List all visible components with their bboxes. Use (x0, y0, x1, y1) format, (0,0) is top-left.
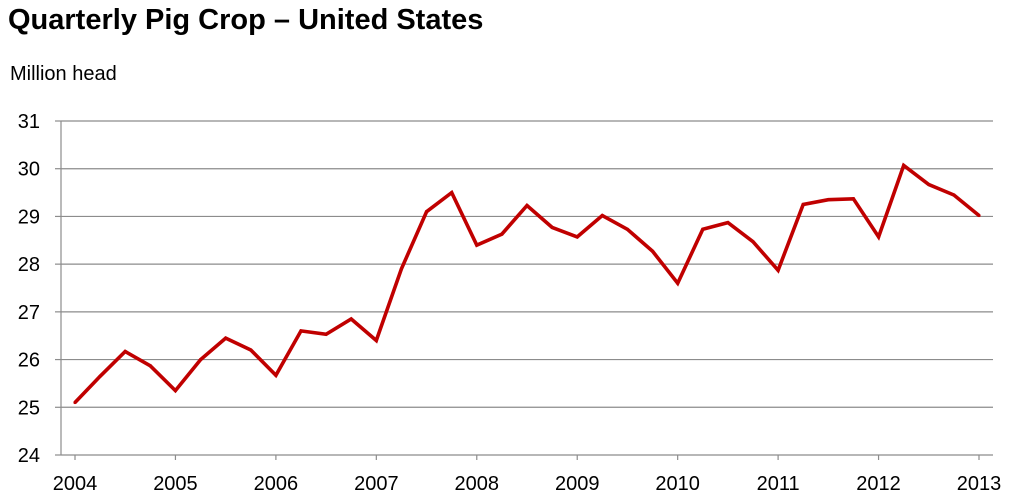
x-tick-label: 2009 (555, 473, 600, 495)
y-axis-unit-label: Million head (10, 63, 117, 85)
data-point (851, 197, 856, 201)
y-tick-label: 27 (18, 302, 40, 324)
data-point (575, 235, 579, 239)
series-layer (73, 162, 981, 405)
data-point (826, 198, 830, 202)
y-tick-label: 26 (18, 350, 40, 372)
data-point (751, 240, 755, 244)
data-point (600, 213, 604, 218)
data-point (123, 349, 127, 354)
data-point (500, 232, 504, 236)
data-point (902, 163, 906, 167)
data-point (650, 249, 655, 253)
data-point (726, 221, 730, 225)
x-tick-label: 2006 (254, 473, 299, 495)
data-point (876, 235, 881, 239)
data-point (927, 182, 931, 187)
x-tick-label: 2007 (354, 473, 399, 495)
data-point (198, 357, 203, 362)
data-point (274, 373, 278, 377)
data-point (550, 225, 554, 230)
y-tick-label: 28 (18, 254, 40, 276)
x-tick-label: 2005 (153, 473, 198, 495)
data-point (374, 338, 378, 343)
data-point (224, 336, 228, 340)
x-tick-label: 2004 (53, 473, 98, 495)
data-point (249, 348, 253, 352)
data-point (801, 202, 805, 207)
data-point (98, 374, 102, 378)
x-tick-label: 2011 (757, 473, 800, 495)
data-point (525, 203, 529, 208)
data-point (148, 364, 152, 368)
y-tick-label: 30 (18, 159, 40, 181)
chart-title: Quarterly Pig Crop – United States (8, 4, 484, 36)
data-point (424, 210, 429, 214)
data-point (776, 268, 780, 272)
y-tick-label: 29 (18, 206, 40, 228)
series-line (73, 162, 981, 404)
data-point (977, 213, 981, 218)
x-tick-labels: 2004 2005 2006 2007 2008 2009 2010 2011 2012 2013 (53, 473, 1002, 495)
x-tick-label: 2008 (455, 473, 500, 495)
y-tick-label: 31 (18, 111, 40, 133)
data-point (676, 281, 680, 285)
gridlines (61, 120, 993, 408)
data-point (299, 329, 303, 333)
data-point (173, 388, 178, 393)
x-tick-label: 2012 (856, 473, 901, 495)
y-tick-label: 24 (18, 445, 40, 467)
data-point (625, 227, 630, 231)
data-point (952, 193, 956, 197)
data-point (701, 227, 705, 231)
data-point (450, 190, 454, 195)
y-tick-label: 25 (18, 397, 40, 419)
data-point (324, 332, 328, 336)
y-tick-labels: 24 25 26 27 28 29 30 31 (18, 111, 40, 467)
data-point (399, 267, 404, 271)
data-point (349, 317, 353, 321)
data-point (475, 243, 479, 247)
data-point (73, 400, 77, 405)
axes (55, 120, 993, 460)
x-tick-label: 2013 (957, 473, 1002, 495)
x-tick-label: 2010 (655, 473, 700, 495)
